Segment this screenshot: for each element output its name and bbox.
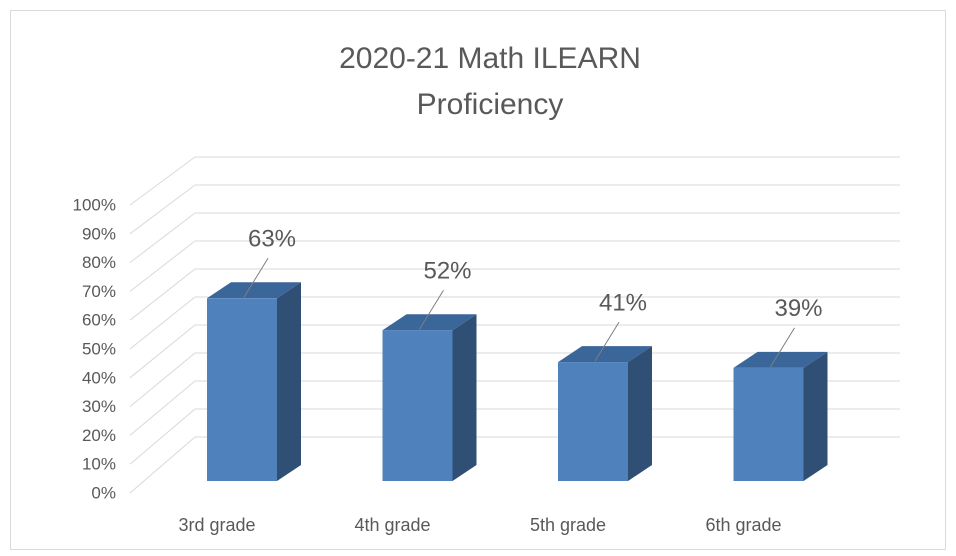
bar [207, 298, 277, 481]
grid-line-side [129, 324, 196, 379]
data-label: 52% [423, 258, 471, 285]
bar-top [733, 351, 828, 368]
grid-line-side [129, 268, 196, 321]
x-tick-label: 3rd grade [178, 515, 255, 535]
y-tick-label: 40% [82, 368, 116, 387]
grid-line-side [129, 408, 196, 465]
grid-line-side [129, 184, 196, 235]
grid-line-side [129, 380, 196, 436]
data-label: 39% [774, 295, 822, 322]
leader-line [243, 258, 269, 298]
y-tick-label: 100% [73, 195, 116, 214]
grid-line-side [129, 156, 196, 206]
bar-top [207, 282, 301, 299]
y-tick-label: 0% [91, 483, 116, 502]
chart-title: 2020-21 Math ILEARN Proficiency [339, 42, 641, 121]
bar-top [558, 346, 652, 363]
x-tick-label: 5th grade [530, 515, 606, 535]
leader-line [770, 327, 795, 368]
bar-side [628, 346, 652, 481]
bar-side [277, 282, 301, 481]
bar [558, 362, 628, 481]
bar [733, 367, 804, 481]
y-tick-label: 10% [82, 455, 116, 474]
bar-side [452, 314, 477, 481]
y-tick-label: 20% [82, 426, 116, 445]
data-label: 63% [248, 226, 296, 253]
leader-line [594, 321, 620, 362]
y-tick-label: 50% [82, 339, 116, 358]
leader-line [419, 289, 444, 330]
grid-line-side [129, 352, 196, 407]
bar-side [803, 351, 828, 481]
bar [382, 330, 453, 481]
x-tick-label: 6th grade [705, 515, 781, 535]
y-tick-label: 30% [82, 397, 116, 416]
bar-top [382, 314, 477, 331]
y-tick-label: 90% [82, 224, 116, 243]
chart-border [10, 10, 946, 550]
grid-line-side [129, 212, 196, 263]
y-tick-label: 60% [82, 311, 116, 330]
y-tick-label: 80% [82, 253, 116, 272]
grid-line-side [129, 240, 196, 292]
grid-line-side [129, 296, 196, 350]
x-tick-label: 4th grade [354, 515, 430, 535]
grid-line-side [129, 436, 196, 494]
y-tick-label: 70% [82, 282, 116, 301]
data-label: 41% [599, 289, 647, 316]
